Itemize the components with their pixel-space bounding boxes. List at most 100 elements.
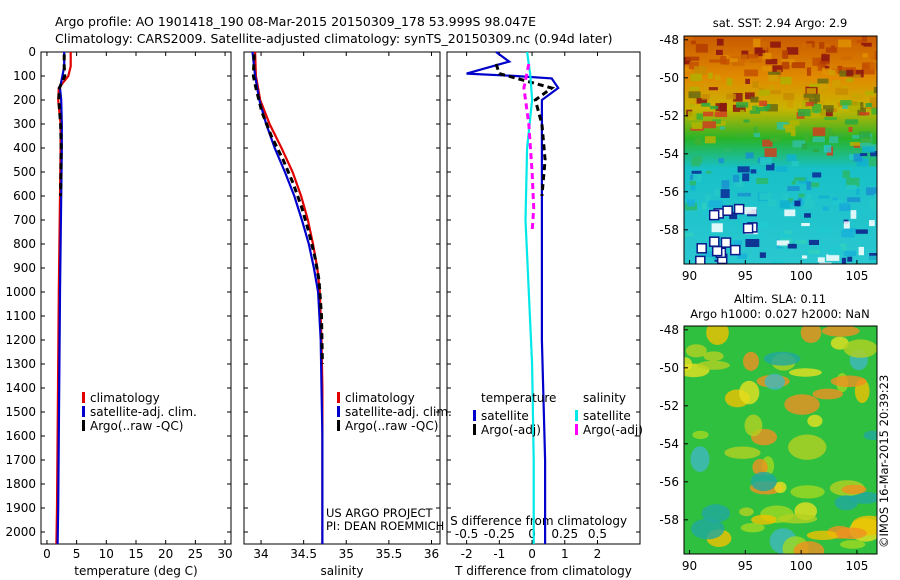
sst-map-cell	[861, 136, 872, 145]
sst-map-cell	[837, 65, 843, 74]
sst-map-cell	[862, 53, 868, 58]
sla-map-cell	[691, 518, 725, 540]
sst-map-cell	[690, 127, 704, 131]
legend-swatch	[575, 424, 578, 435]
sst-map-cell	[862, 146, 875, 153]
sst-map-cell	[729, 58, 738, 62]
sst-map-cell	[869, 63, 877, 70]
sst-map-cell	[849, 74, 861, 79]
sst-map-missing-cell	[742, 223, 754, 234]
legend-label: climatology	[90, 391, 160, 405]
sst-map-cell	[754, 47, 766, 57]
sst-map-cell	[873, 87, 877, 94]
sla-map-cell	[774, 481, 787, 493]
sla-map-cell	[807, 414, 823, 427]
sst-map-cell	[733, 93, 743, 102]
sst-map-cell	[786, 47, 799, 55]
map-ytick-label: -56	[659, 185, 679, 199]
sst-map-cell	[850, 69, 864, 78]
map-ytick-label: -58	[659, 513, 679, 527]
sst-map-cell	[748, 54, 759, 59]
sst-map-cell	[786, 154, 797, 162]
sst-map-cell	[869, 97, 877, 106]
depth-tick-label: 800	[13, 237, 36, 251]
sst-map-cell	[759, 252, 766, 258]
legend-swatch	[337, 392, 340, 403]
sst-map-cell	[783, 93, 795, 101]
sla-map-cell	[812, 388, 843, 400]
sst-map-missing-cell	[722, 205, 733, 216]
depth-tick-label: 1100	[5, 309, 36, 323]
sst-map-cell	[835, 87, 849, 95]
sst-map-cell	[684, 36, 693, 40]
sla-map-cell	[685, 344, 707, 358]
sla-map-cell	[724, 446, 761, 459]
temperature-series-argo-raw-qc-	[57, 54, 67, 197]
difference-series-salinity-satellite	[524, 51, 535, 544]
sst-map-missing-cell	[720, 237, 732, 248]
sst-map-cell	[873, 218, 877, 224]
sst-map-cell	[824, 65, 830, 71]
sst-map-cell	[828, 69, 836, 76]
sst-map-cell	[691, 170, 702, 174]
sst-map-cell	[819, 262, 832, 264]
legend-label: Argo(..raw -QC)	[345, 419, 438, 433]
sst-map-missing-cell	[709, 236, 720, 247]
sst-map-cell	[720, 189, 730, 198]
sst-map-cell	[688, 91, 701, 99]
sst-map-cell	[782, 193, 789, 203]
sla-map-cell	[750, 471, 777, 492]
temperature-series-satellite-adj-clim-	[56, 52, 66, 545]
sst-map-cell	[689, 86, 700, 91]
sst-map-cell	[787, 186, 800, 191]
sst-map-cell	[690, 73, 702, 82]
sla-map-cell	[743, 351, 759, 371]
sst-map-cell	[871, 55, 877, 60]
map-ytick-label: -58	[659, 223, 679, 237]
sst-map-cell	[848, 126, 853, 132]
sst-map-cell	[791, 180, 796, 185]
sst-map-cell	[856, 40, 866, 43]
depth-tick-label: 400	[13, 141, 36, 155]
difference-series-salinity-argo-adj-	[522, 63, 536, 233]
sst-map-cell	[759, 192, 772, 200]
sst-map-cell	[772, 65, 783, 73]
sla-map-cell	[841, 484, 867, 495]
temperature-xlabel: temperature (deg C)	[74, 564, 197, 578]
salinity-series-climatology	[254, 51, 324, 544]
s-diff-tick-label: -0.5	[455, 527, 478, 541]
sst-map-cell	[750, 96, 759, 103]
sst-map-cell	[750, 169, 757, 174]
sst-map-cell	[795, 240, 807, 245]
map-xtick-label: 105	[845, 269, 868, 283]
imos-timestamp: ©IMOS 16-Mar-2015 20:39:23	[877, 375, 891, 548]
sst-map-cell	[741, 54, 748, 62]
sst-map-cell	[860, 153, 868, 157]
sla-map-cell	[784, 394, 820, 415]
sst-map-cell	[828, 247, 843, 256]
sla-map-cell	[740, 523, 765, 533]
depth-tick-label: 100	[13, 69, 36, 83]
sst-map-cell	[712, 119, 721, 124]
sst-map-cell	[822, 206, 829, 211]
sst-map-cell	[784, 209, 796, 217]
sst-map-cell	[781, 61, 790, 70]
sst-map-missing-cell	[733, 203, 745, 215]
sst-map-frame	[683, 35, 878, 265]
sst-map-cell	[702, 121, 716, 129]
sst-map-cell	[749, 110, 761, 114]
sst-map-cell	[817, 257, 825, 263]
sla-map-cell	[863, 430, 877, 440]
sst-map-cell	[776, 76, 782, 80]
sst-map-cell	[765, 58, 778, 65]
sst-map-cell	[736, 102, 749, 108]
sst-map-cell	[749, 59, 762, 63]
sst-map-cell	[690, 184, 696, 191]
sst-map-cell	[714, 111, 728, 118]
sst-map-missing-cell	[696, 243, 707, 254]
difference-xtick-label: 1	[561, 547, 569, 561]
s-diff-tick-label: -0.25	[484, 527, 515, 541]
difference-xtick-label: -1	[493, 547, 505, 561]
legend-label: satellite-adj. clim.	[90, 405, 197, 419]
map-ytick-label: -54	[659, 437, 679, 451]
